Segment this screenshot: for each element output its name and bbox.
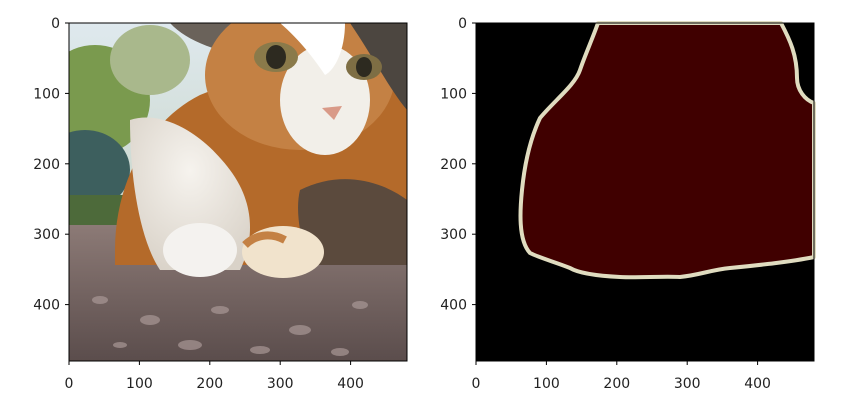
left-axes-frame <box>68 22 408 362</box>
left-y-tick-label: 200 <box>33 157 60 173</box>
left-x-tick-label: 0 <box>65 376 74 392</box>
right-x-tick-label: 100 <box>533 376 560 392</box>
right-y-tick-label: 400 <box>440 298 467 314</box>
left-x-tick-label: 100 <box>126 376 153 392</box>
right-x-tick-label: 300 <box>674 376 701 392</box>
left-y-tick-label: 400 <box>33 298 60 314</box>
left-y-tick-labels: 0 100 200 300 400 <box>33 16 60 314</box>
left-axis-ticks <box>65 22 352 365</box>
right-y-tick-label: 300 <box>440 227 467 243</box>
right-y-tick-label: 0 <box>458 16 467 32</box>
mask-region <box>518 21 816 280</box>
right-x-tick-label: 200 <box>603 376 630 392</box>
right-axis-ticks <box>472 22 759 365</box>
right-x-tick-label: 0 <box>472 376 481 392</box>
left-y-tick-label: 100 <box>33 86 60 102</box>
left-x-tick-label: 400 <box>337 376 364 392</box>
left-x-tick-label: 300 <box>267 376 294 392</box>
left-y-tick-label: 300 <box>33 227 60 243</box>
right-y-tick-label: 100 <box>440 86 467 102</box>
left-y-tick-label: 0 <box>51 16 60 32</box>
right-axes-frame <box>475 22 815 362</box>
left-x-tick-label: 200 <box>196 376 223 392</box>
left-x-tick-labels: 0 100 200 300 400 <box>65 376 364 392</box>
cat-photo <box>69 23 407 361</box>
right-y-tick-labels: 0 100 200 300 400 <box>440 16 467 314</box>
right-x-tick-labels: 0 100 200 300 400 <box>472 376 771 392</box>
right-y-tick-label: 200 <box>440 157 467 173</box>
segmentation-mask-image <box>476 21 816 361</box>
right-x-tick-label: 400 <box>744 376 771 392</box>
